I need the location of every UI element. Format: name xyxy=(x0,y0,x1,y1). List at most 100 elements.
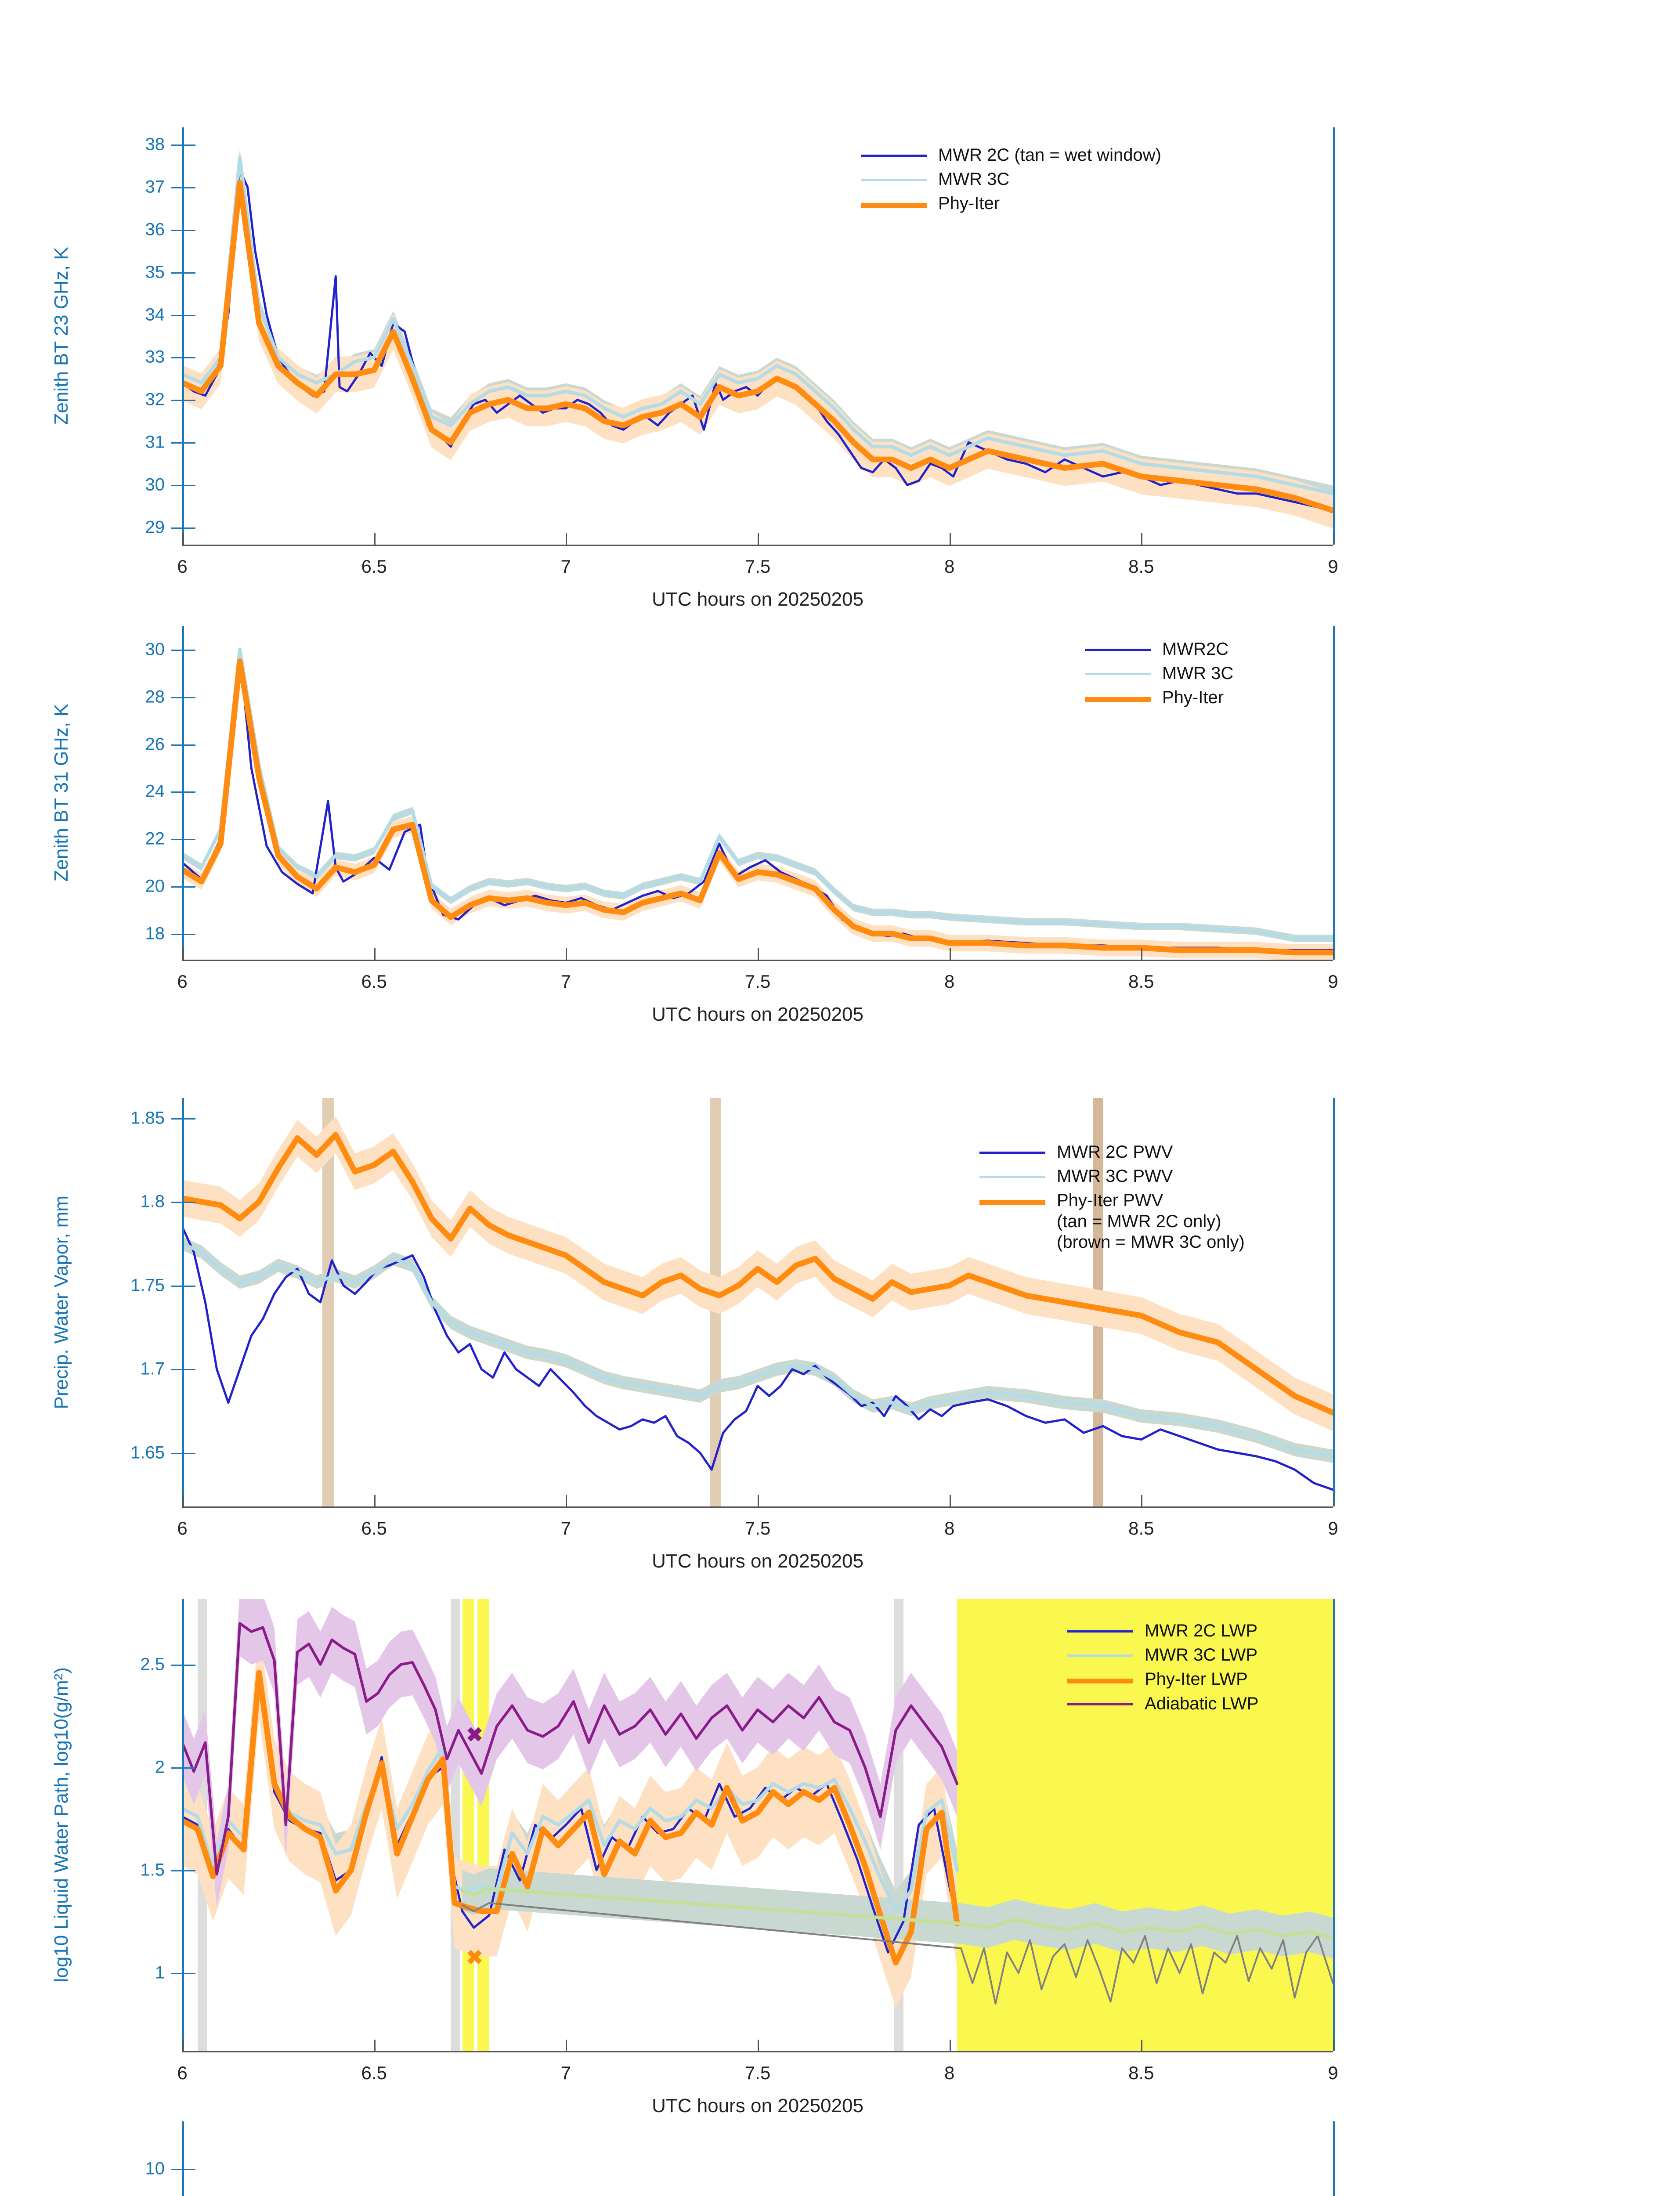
x-tick-label: 8 xyxy=(944,1518,955,1539)
legend-line-icon xyxy=(1085,649,1151,651)
y-tick-label: 30 xyxy=(145,639,165,659)
x-axis-spine xyxy=(182,1506,1333,1508)
legend-entry[interactable]: MWR 3C LWP xyxy=(1067,1645,1258,1665)
y-tick-label: 2 xyxy=(155,1757,165,1777)
x-axis-title: UTC hours on 20250205 xyxy=(652,589,863,610)
x-tick xyxy=(1333,533,1334,545)
y-tick xyxy=(171,1369,182,1371)
legend-entry[interactable]: MWR 3C xyxy=(1085,663,1233,684)
x-tick-label: 8 xyxy=(944,971,955,992)
legend-entry[interactable]: MWR 2C PWV xyxy=(979,1142,1245,1163)
x-tick xyxy=(182,948,184,960)
legend-line-icon xyxy=(1085,697,1151,702)
y-tick-label: 1.8 xyxy=(140,1192,165,1211)
y-tick-inner xyxy=(184,886,195,888)
y-tick-label: 33 xyxy=(145,347,165,367)
x-tick-label: 6.5 xyxy=(361,2062,387,2083)
uncertainty-band xyxy=(182,165,1333,529)
legend-label: MWR 2C (tan = wet window) xyxy=(938,145,1161,165)
plot-area-4: ✖ ✖ xyxy=(182,1599,1333,2051)
legend-entry[interactable]: MWR 2C LWP xyxy=(1067,1621,1258,1641)
y-tick-label: 10 xyxy=(145,2159,165,2178)
right-spine xyxy=(1333,626,1335,960)
y-tick-inner xyxy=(184,791,195,793)
y-axis-spine xyxy=(182,1599,184,2051)
y-tick xyxy=(171,1202,182,1203)
legend-swatch xyxy=(1085,649,1151,651)
legend-label: MWR 2C PWV xyxy=(1057,1142,1173,1162)
legend-entry[interactable]: Phy-Iter xyxy=(1085,687,1233,708)
legend-swatch xyxy=(1067,1679,1133,1684)
y-tick xyxy=(171,1453,182,1455)
y-tick-inner xyxy=(184,1285,195,1287)
y-tick-inner xyxy=(184,1767,195,1769)
y-tick xyxy=(171,400,182,401)
y-tick-inner xyxy=(184,527,195,529)
y-tick xyxy=(171,229,182,231)
y-tick xyxy=(171,1767,182,1769)
y-tick-label: 36 xyxy=(145,220,165,239)
y-tick-label: 28 xyxy=(145,687,165,707)
legend-entry[interactable]: MWR 3C xyxy=(861,169,1161,190)
y-tick-label: 35 xyxy=(145,262,165,282)
y-tick-inner xyxy=(184,744,195,746)
legend-entry[interactable]: MWR2C xyxy=(1085,639,1233,660)
legend-swatch xyxy=(979,1152,1045,1154)
x-tick-label: 6 xyxy=(177,556,188,577)
y-tick xyxy=(171,485,182,487)
y-tick xyxy=(171,442,182,444)
uncertainty-band xyxy=(182,1599,957,1907)
legend-entry[interactable]: Phy-Iter PWV (tan = MWR 2C only) (brown … xyxy=(979,1190,1245,1253)
x-tick-label: 6 xyxy=(177,971,188,992)
x-tick-label: 6 xyxy=(177,1518,188,1539)
series-line xyxy=(182,1242,1333,1458)
y-tick-label: 1.85 xyxy=(130,1108,165,1128)
shaded-band xyxy=(462,1599,474,2051)
series-line xyxy=(182,1226,1333,1491)
x-tick-label: 7 xyxy=(560,556,571,577)
x-tick xyxy=(758,948,759,960)
x-tick xyxy=(1333,948,1334,960)
x-tick xyxy=(374,2040,376,2051)
y-tick xyxy=(171,187,182,188)
series-line xyxy=(182,647,1333,940)
y-tick-inner xyxy=(184,314,195,316)
x-tick-label: 8 xyxy=(944,556,955,577)
x-axis-spine xyxy=(182,545,1333,546)
y-tick xyxy=(171,697,182,698)
y-tick-label: 30 xyxy=(145,475,165,495)
legend-entry[interactable]: Phy-Iter LWP xyxy=(1067,1669,1258,1690)
y-tick-label: 34 xyxy=(145,305,165,325)
y-tick-inner xyxy=(184,1202,195,1203)
legend-label: MWR 3C xyxy=(1162,664,1234,683)
x-tick xyxy=(758,1495,759,1506)
y-tick-inner xyxy=(184,1453,195,1455)
legend-entry[interactable]: MWR 2C (tan = wet window) xyxy=(861,145,1161,166)
series-line xyxy=(182,180,1333,513)
y-tick xyxy=(171,1285,182,1287)
y-tick-label: 31 xyxy=(145,432,165,452)
x-tick-label: 9 xyxy=(1328,556,1338,577)
legend-entry[interactable]: MWR 3C PWV xyxy=(979,1166,1245,1187)
y-tick xyxy=(171,1664,182,1666)
plot-area-2 xyxy=(182,626,1333,960)
legend-entry[interactable]: Adiabatic LWP xyxy=(1067,1694,1258,1714)
y-tick-inner xyxy=(184,357,195,359)
uncertainty-band xyxy=(182,149,1333,502)
shaded-band xyxy=(477,1599,489,2051)
legend-line-icon xyxy=(861,155,927,157)
y-tick-inner xyxy=(184,2169,195,2170)
y-tick xyxy=(171,791,182,793)
x-tick-label: 8 xyxy=(944,2062,955,2083)
series-line xyxy=(461,1902,1333,2005)
legend-entry[interactable]: Phy-Iter xyxy=(861,193,1161,214)
data-marker: ✖ xyxy=(466,1946,483,1968)
right-spine xyxy=(1333,1098,1335,1506)
uncertainty-band xyxy=(462,1868,1333,1958)
x-tick xyxy=(949,1495,951,1506)
y-tick-label: 24 xyxy=(145,781,165,801)
y-tick xyxy=(171,1870,182,1871)
y-axis-spine xyxy=(182,127,184,545)
